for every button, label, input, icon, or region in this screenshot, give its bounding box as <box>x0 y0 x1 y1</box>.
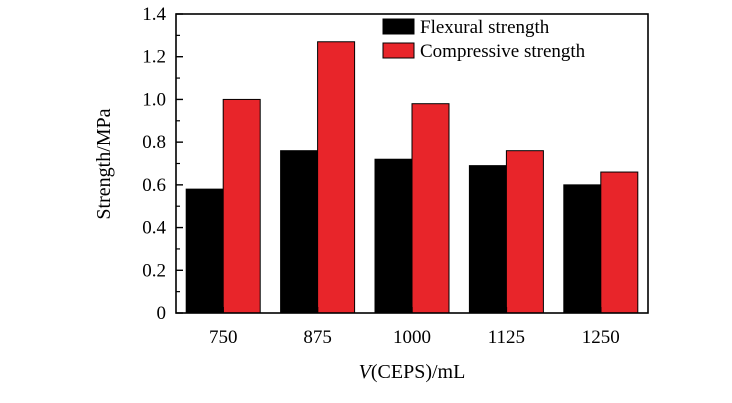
bar-flexural-1125 <box>468 165 507 314</box>
legend: Flexural strength Compressive strength <box>382 17 586 62</box>
y-tick-label: 0.4 <box>142 218 166 239</box>
x-tick-label: 875 <box>303 327 332 348</box>
legend-label-flexural: Flexural strength <box>420 17 550 38</box>
y-tick-label: 1.4 <box>142 4 166 25</box>
x-tick-label: 1125 <box>488 327 525 348</box>
y-tick-label: 1.0 <box>142 89 166 110</box>
x-axis-ticks: 750 875 1000 1125 1250 <box>209 307 620 348</box>
y-tick-label: 0.6 <box>142 175 166 196</box>
y-tick-label: 0.2 <box>142 260 166 281</box>
y-tick-label: 0.8 <box>142 132 166 153</box>
bar-compressive-1250 <box>600 171 639 314</box>
y-axis-ticks: 0 0.2 0.4 0.6 0.8 1.0 1.2 1.4 <box>142 4 183 324</box>
y-tick-label: 0 <box>157 303 167 324</box>
x-axis-title: V(CEPS)/mL <box>359 361 466 383</box>
bar-flexural-1000 <box>374 158 413 314</box>
legend-label-compressive: Compressive strength <box>420 41 586 62</box>
y-tick-label: 1.2 <box>142 47 166 68</box>
x-tick-label: 1250 <box>582 327 620 348</box>
bar-compressive-875 <box>317 41 356 314</box>
bar-flexural-1250 <box>563 184 602 314</box>
bar-compressive-750 <box>222 98 261 314</box>
x-axis-title-unit: (CEPS)/mL <box>371 361 465 383</box>
x-tick-label: 750 <box>209 327 238 348</box>
bar-flexural-750 <box>185 188 224 314</box>
bar-compressive-1000 <box>411 103 450 314</box>
x-axis-title-variable: V <box>359 361 374 383</box>
legend-swatch-compressive <box>382 42 415 59</box>
legend-swatch-flexural <box>382 18 415 35</box>
y-axis-title: Strength/MPa <box>93 108 115 219</box>
bars-group <box>185 41 639 314</box>
bar-compressive-1125 <box>505 150 544 314</box>
x-tick-label: 1000 <box>393 327 431 348</box>
bar-flexural-875 <box>280 150 319 314</box>
